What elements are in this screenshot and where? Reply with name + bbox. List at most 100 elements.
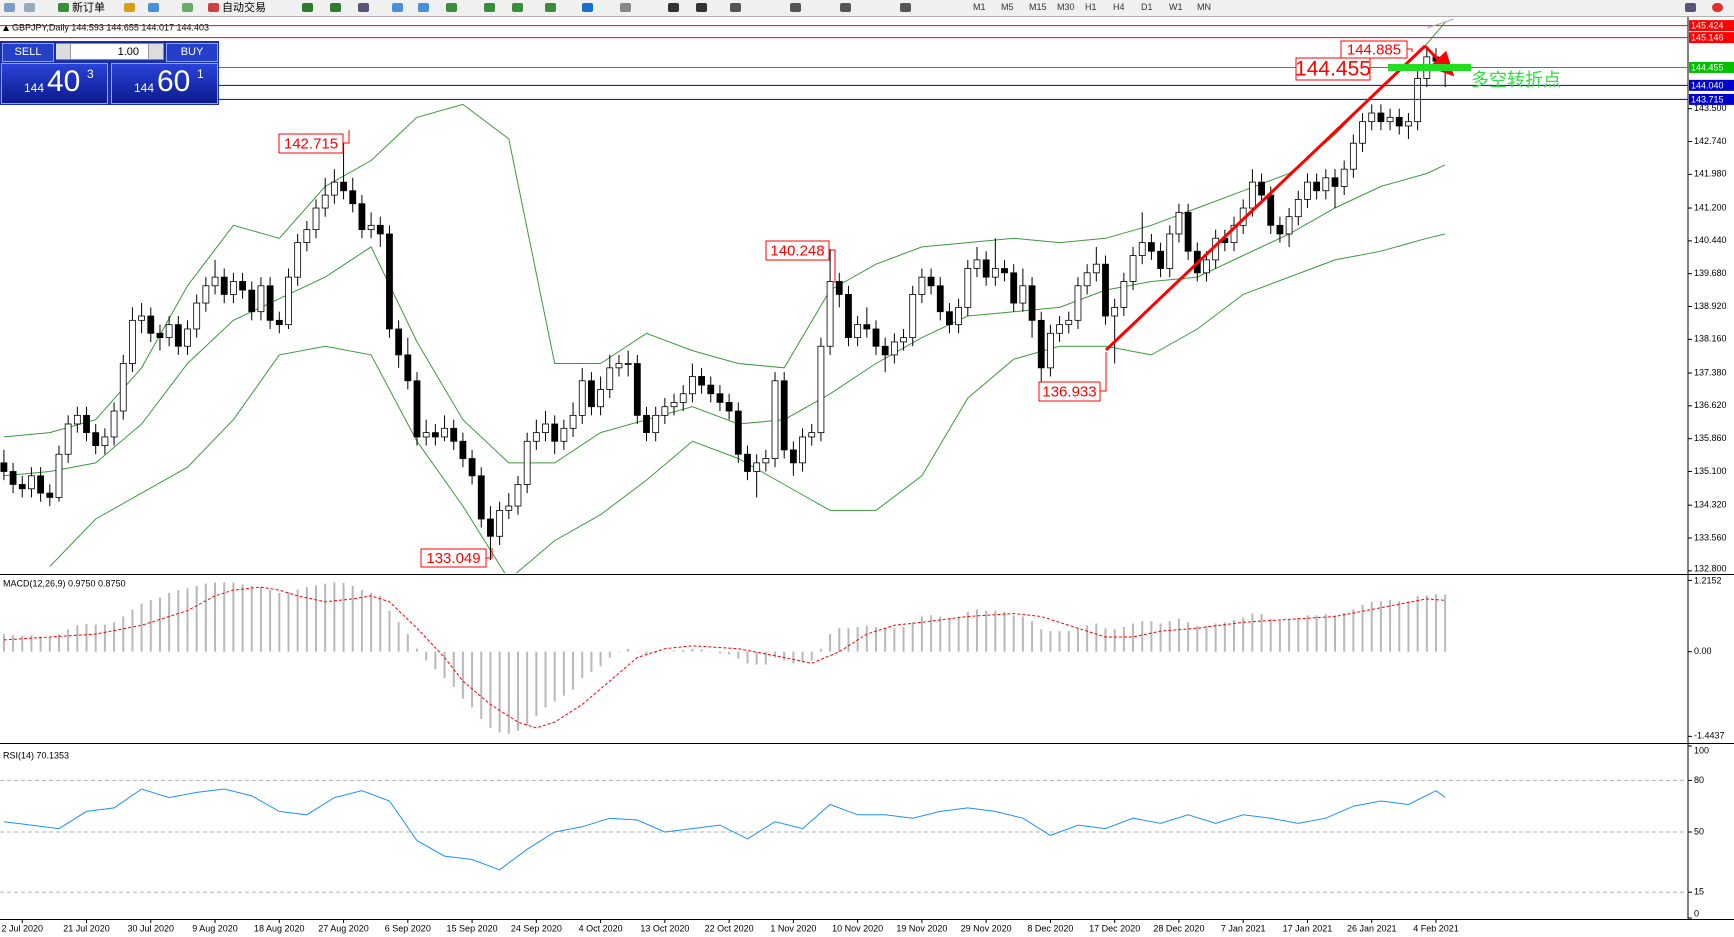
series-line: [3, 788, 1446, 871]
candle-body: [753, 462, 761, 472]
x-tick-label: 27 Aug 2020: [318, 923, 369, 933]
toolbar-button[interactable]: [302, 1, 316, 15]
bid-price[interactable]: 144 40 3: [1, 63, 108, 104]
histogram-bar: [1352, 609, 1355, 652]
timeframe-button[interactable]: D1: [1141, 2, 1153, 12]
toolbar-button[interactable]: [840, 1, 854, 15]
candle-body: [321, 194, 329, 209]
auto-trading-button[interactable]: 自动交易: [208, 1, 266, 15]
background: [0, 17, 1734, 937]
histogram-bar: [627, 648, 630, 652]
candle-body: [1083, 272, 1091, 287]
toolbar-button[interactable]: [182, 1, 196, 15]
histogram-bar: [223, 582, 226, 652]
annotation-connector: [486, 548, 493, 559]
histogram-bar: [553, 651, 556, 702]
histogram-bar: [884, 628, 887, 652]
timeframe-button[interactable]: M5: [1001, 2, 1014, 12]
histogram-bar: [608, 651, 611, 658]
lot-increase[interactable]: [148, 44, 163, 59]
candle-body: [1120, 281, 1128, 308]
sell-button[interactable]: SELL: [2, 43, 54, 62]
toolbar-button[interactable]: [148, 1, 162, 15]
timeframe-button[interactable]: H1: [1085, 2, 1097, 12]
toolbar-button[interactable]: [900, 1, 914, 15]
histogram-bar: [1187, 622, 1190, 652]
toolbar-button[interactable]: [4, 1, 18, 15]
histogram-bar: [498, 651, 501, 733]
timeframe-button[interactable]: H4: [1113, 2, 1125, 12]
histogram-bar: [572, 651, 575, 690]
candle-body: [946, 311, 953, 326]
y-tick-label: 135.860: [1694, 433, 1727, 443]
annotation-connector: [829, 249, 836, 283]
candle-body: [744, 453, 751, 472]
alert-icon[interactable]: [1712, 1, 1726, 15]
toolbar-button[interactable]: [358, 1, 372, 15]
candle-body: [679, 393, 687, 403]
timeframe-button[interactable]: M15: [1029, 2, 1047, 12]
y-tick-label: 136.620: [1694, 400, 1727, 410]
candle-body: [854, 324, 862, 339]
candle-body: [624, 363, 632, 365]
toolbar-button[interactable]: [330, 1, 344, 15]
candle-body: [1175, 211, 1183, 235]
lot-input[interactable]: 1.00: [56, 43, 164, 60]
timeframe-button[interactable]: W1: [1169, 2, 1183, 12]
candle-body: [275, 319, 283, 326]
candle-body: [156, 332, 164, 339]
toolbar-button[interactable]: [124, 1, 138, 15]
candle-body: [1184, 211, 1192, 252]
toolbar-button[interactable]: [1685, 1, 1699, 15]
y-tick-label: 0.00: [1694, 646, 1712, 656]
toolbar-button[interactable]: [24, 1, 38, 15]
toolbar-button[interactable]: [545, 1, 559, 15]
histogram-bar: [471, 651, 474, 708]
toolbar-button[interactable]: [582, 1, 596, 15]
price-label-box: [1689, 93, 1734, 105]
histogram-bar: [1370, 601, 1373, 652]
candle-body: [450, 427, 458, 442]
candle-body: [46, 492, 54, 498]
histogram-bar: [709, 651, 712, 653]
histogram-bar: [434, 651, 437, 670]
toolbar-button[interactable]: [696, 1, 710, 15]
histogram-bar: [103, 624, 106, 652]
timeframe-button[interactable]: M1: [973, 2, 986, 12]
toolbar-button[interactable]: [620, 1, 634, 15]
buy-button[interactable]: BUY: [166, 43, 218, 62]
candle-body: [220, 276, 228, 295]
candle-body: [73, 414, 81, 425]
toolbar-button[interactable]: [668, 1, 682, 15]
lot-decrease[interactable]: [56, 44, 71, 59]
annotation-box: [278, 133, 344, 154]
toolbar-button[interactable]: [418, 1, 432, 15]
histogram-bar: [975, 609, 978, 652]
histogram-bar: [1260, 614, 1263, 652]
y-tick-label: 141.980: [1694, 169, 1727, 179]
x-tick-label: 28 Dec 2020: [1153, 923, 1204, 933]
new-order-button[interactable]: 新订单: [58, 1, 105, 15]
timeframe-button[interactable]: M30: [1057, 2, 1075, 12]
candle-body: [165, 324, 173, 339]
toolbar-button[interactable]: [446, 1, 460, 15]
signal-text: 多空转折点: [1471, 70, 1561, 90]
candle-body: [101, 436, 109, 446]
timeframe-button[interactable]: MN: [1197, 2, 1211, 12]
toolbar-button[interactable]: [512, 1, 526, 15]
toolbar-button[interactable]: [484, 1, 498, 15]
histogram-bar: [1407, 601, 1410, 652]
toolbar-button[interactable]: [790, 1, 804, 15]
toolbar-button[interactable]: [392, 1, 406, 15]
x-tick-label: 1 Nov 2020: [770, 923, 816, 933]
ask-price[interactable]: 144 60 1: [111, 63, 218, 104]
histogram-bar: [1205, 625, 1208, 652]
collapse-icon[interactable]: [3, 25, 9, 31]
chart-title: GBPJPY,Daily 144.593 144.655 144.017 144…: [12, 22, 209, 32]
candle-body: [257, 285, 265, 313]
histogram-bar: [746, 651, 749, 664]
histogram-bar: [1049, 631, 1052, 652]
histogram-bar: [1040, 629, 1043, 652]
toolbar-button[interactable]: [730, 1, 744, 15]
histogram-bar: [21, 635, 24, 652]
